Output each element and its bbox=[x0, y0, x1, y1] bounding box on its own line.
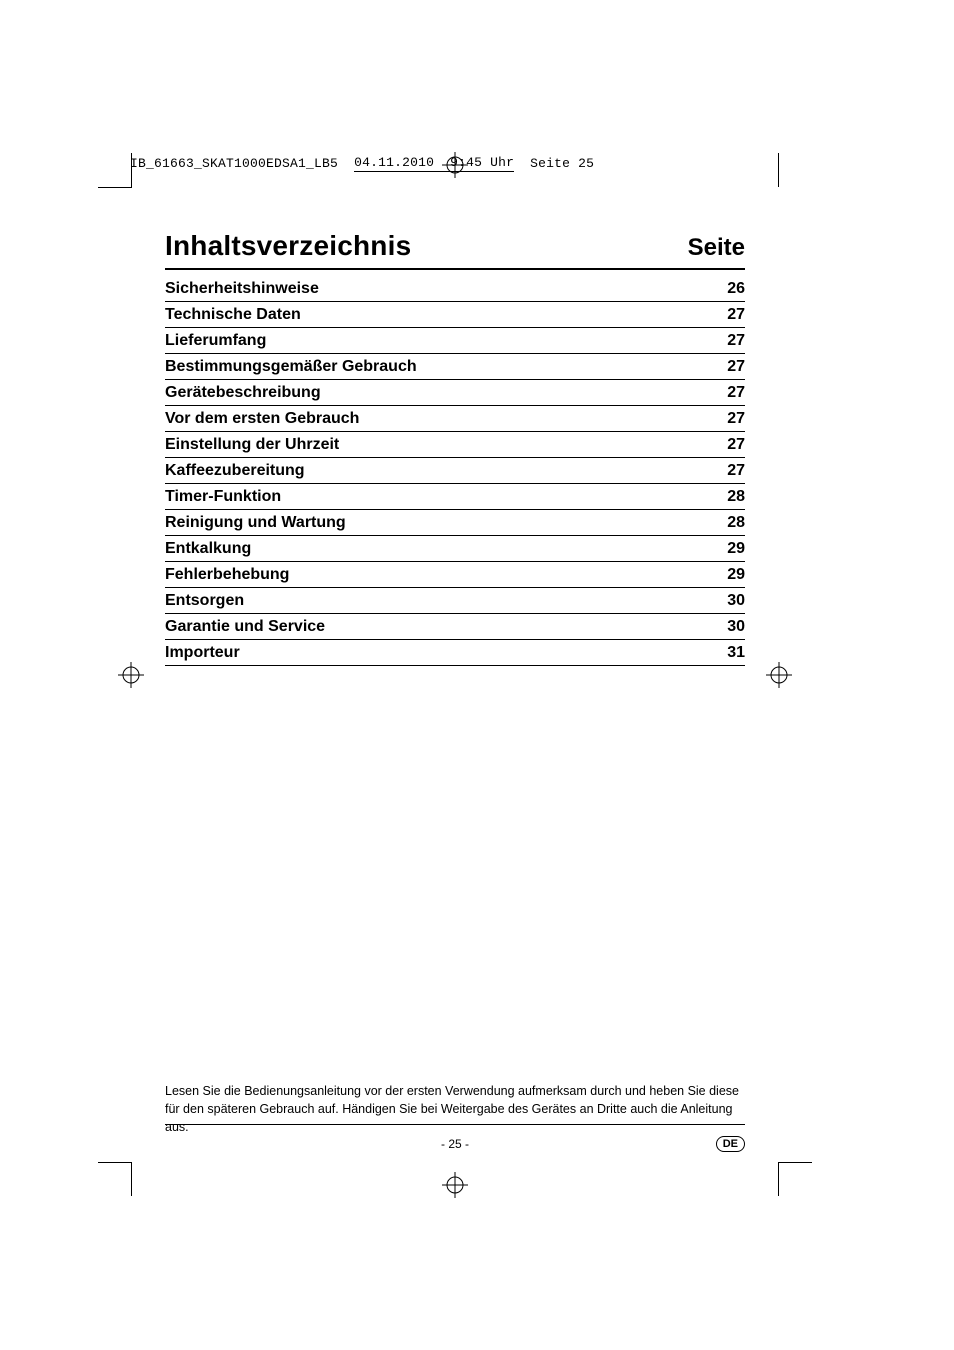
toc-page: 28 bbox=[727, 514, 745, 532]
toc-label: Entsorgen bbox=[165, 592, 244, 610]
toc-row: Timer-Funktion 28 bbox=[165, 484, 745, 510]
toc-row: Importeur 31 bbox=[165, 640, 745, 666]
toc-page: 27 bbox=[727, 436, 745, 454]
toc-page: 26 bbox=[727, 280, 745, 298]
toc-row: Einstellung der Uhrzeit 27 bbox=[165, 432, 745, 458]
toc-page: 27 bbox=[727, 384, 745, 402]
toc-row: Sicherheitshinweise 26 bbox=[165, 276, 745, 302]
print-header-file: IB_61663_SKAT1000EDSA1_LB5 bbox=[130, 156, 338, 171]
toc-row: Bestimmungsgemäßer Gebrauch 27 bbox=[165, 354, 745, 380]
toc-row: Fehlerbehebung 29 bbox=[165, 562, 745, 588]
toc-page: 27 bbox=[727, 306, 745, 324]
page-title: Inhaltsverzeichnis bbox=[165, 230, 411, 262]
toc-label: Technische Daten bbox=[165, 306, 301, 324]
toc-row: Entsorgen 30 bbox=[165, 588, 745, 614]
toc-page: 27 bbox=[727, 358, 745, 376]
print-header-sep bbox=[338, 156, 354, 171]
toc-row: Lieferumfang 27 bbox=[165, 328, 745, 354]
toc-label: Einstellung der Uhrzeit bbox=[165, 436, 339, 454]
registration-mark-icon bbox=[442, 1172, 468, 1198]
toc-label: Lieferumfang bbox=[165, 332, 266, 350]
toc-row: Vor dem ersten Gebrauch 27 bbox=[165, 406, 745, 432]
print-header: IB_61663_SKAT1000EDSA1_LB5 04.11.2010 9:… bbox=[130, 155, 594, 172]
footer-rule bbox=[165, 1124, 745, 1125]
toc-label: Fehlerbehebung bbox=[165, 566, 289, 584]
language-badge: DE bbox=[716, 1136, 745, 1152]
toc-label: Entkalkung bbox=[165, 540, 251, 558]
crop-mark bbox=[778, 153, 779, 187]
toc-label: Reinigung und Wartung bbox=[165, 514, 346, 532]
toc-label: Garantie und Service bbox=[165, 618, 325, 636]
content-area: Inhaltsverzeichnis Seite Sicherheitshinw… bbox=[165, 230, 745, 666]
toc-page: 27 bbox=[727, 410, 745, 428]
print-header-page: Seite 25 bbox=[530, 156, 594, 171]
crop-mark bbox=[98, 1162, 132, 1163]
crop-mark bbox=[778, 1162, 779, 1196]
usage-note: Lesen Sie die Bedienungsanleitung vor de… bbox=[165, 1082, 745, 1136]
toc-row: Garantie und Service 30 bbox=[165, 614, 745, 640]
toc: Sicherheitshinweise26Technische Daten27L… bbox=[165, 276, 745, 666]
toc-label: Bestimmungsgemäßer Gebrauch bbox=[165, 358, 417, 376]
print-header-date: 04.11.2010 9:45 Uhr bbox=[354, 155, 514, 172]
toc-row: Kaffeezubereitung 27 bbox=[165, 458, 745, 484]
registration-mark-icon bbox=[118, 662, 144, 688]
toc-page: 29 bbox=[727, 566, 745, 584]
toc-label: Importeur bbox=[165, 644, 240, 662]
registration-mark-icon bbox=[766, 662, 792, 688]
toc-label: Kaffeezubereitung bbox=[165, 462, 305, 480]
print-header-sep bbox=[514, 156, 530, 171]
toc-page: 27 bbox=[727, 332, 745, 350]
toc-label: Gerätebeschreibung bbox=[165, 384, 321, 402]
page: IB_61663_SKAT1000EDSA1_LB5 04.11.2010 9:… bbox=[0, 0, 954, 1350]
toc-label: Vor dem ersten Gebrauch bbox=[165, 410, 359, 428]
toc-page: 30 bbox=[727, 592, 745, 610]
toc-page: 29 bbox=[727, 540, 745, 558]
toc-page: 27 bbox=[727, 462, 745, 480]
toc-page: 28 bbox=[727, 488, 745, 506]
footer: - 25 - DE bbox=[165, 1136, 745, 1152]
crop-mark bbox=[98, 187, 132, 188]
title-row: Inhaltsverzeichnis Seite bbox=[165, 230, 745, 270]
toc-row: Entkalkung 29 bbox=[165, 536, 745, 562]
toc-row: Technische Daten 27 bbox=[165, 302, 745, 328]
toc-label: Sicherheitshinweise bbox=[165, 280, 319, 298]
crop-mark bbox=[778, 1162, 812, 1163]
toc-page: 30 bbox=[727, 618, 745, 636]
toc-row: Reinigung und Wartung 28 bbox=[165, 510, 745, 536]
toc-label: Timer-Funktion bbox=[165, 488, 281, 506]
toc-page: 31 bbox=[727, 644, 745, 662]
toc-row: Gerätebeschreibung 27 bbox=[165, 380, 745, 406]
page-column-label: Seite bbox=[688, 234, 745, 262]
crop-mark bbox=[131, 1162, 132, 1196]
page-number: - 25 - bbox=[441, 1137, 469, 1151]
